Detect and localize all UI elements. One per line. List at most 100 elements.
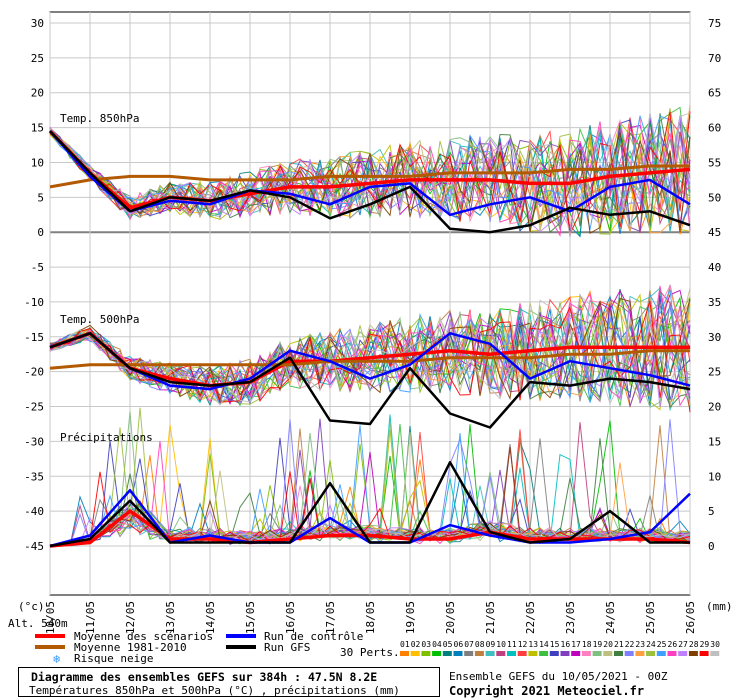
perturbation-number: 20 (603, 640, 613, 649)
perturbation-swatch (517, 651, 527, 656)
x-tick-date: 23/05 (564, 601, 577, 634)
axis-ticks: 302520151050-5-10-15-20-25-30-35-40-4575… (24, 17, 721, 634)
ensemble-member-line (49, 289, 691, 406)
perturbation-number: 12 (518, 640, 528, 649)
ensemble-run-info: Ensemble GEFS du 10/05/2021 - 00Z (449, 670, 668, 683)
perturbation-number: 14 (539, 640, 549, 649)
perturbation-swatch (400, 651, 409, 656)
y-tick-left: 15 (31, 122, 44, 135)
x-tick-date: 21/05 (484, 601, 497, 634)
ensemble-member-line (49, 105, 691, 234)
perturbation-swatch (442, 651, 452, 656)
perturbation-number: 10 (496, 640, 506, 649)
perturbation-swatch (539, 651, 549, 656)
y-tick-left: -35 (24, 470, 44, 483)
y-tick-left: -20 (24, 366, 44, 379)
perturbation-number: 08 (475, 640, 485, 649)
y-tick-right: 55 (708, 156, 721, 169)
perturbation-number: 24 (646, 640, 656, 649)
perturbation-number: 09 (486, 640, 496, 649)
y-tick-left: -15 (24, 331, 44, 344)
y-tick-left: 0 (37, 226, 44, 239)
x-tick-date: 11/05 (84, 601, 97, 634)
perturbation-swatch (678, 651, 688, 656)
ensemble-member-line (49, 304, 691, 403)
x-tick-date: 17/05 (324, 601, 337, 634)
y-tick-left: 10 (31, 156, 44, 169)
perturbation-swatch (699, 651, 709, 656)
series-line (49, 461, 690, 548)
perturbation-swatch (571, 651, 581, 656)
perturbation-swatch (603, 651, 613, 656)
y-tick-right: 20 (708, 401, 721, 414)
y-tick-right: 5 (708, 505, 715, 518)
perturbation-swatch (507, 651, 516, 656)
chart-title: Diagramme des ensembles GEFS sur 384h : … (31, 670, 378, 684)
x-tick-date: 26/05 (684, 601, 697, 634)
perturbation-swatch (485, 651, 495, 656)
y-tick-left: -10 (24, 296, 44, 309)
perturbation-swatch (592, 651, 602, 656)
series-line (49, 332, 691, 429)
x-tick-date: 13/05 (164, 601, 177, 634)
y-tick-right: 70 (708, 52, 721, 65)
x-tick-date: 16/05 (284, 601, 297, 634)
perturbation-number: 19 (593, 640, 603, 649)
x-tick-date: 22/05 (524, 601, 537, 634)
perturbation-number: 16 (561, 640, 571, 649)
y-tick-right: 40 (708, 261, 721, 274)
series-line (49, 349, 690, 370)
y-tick-right: 30 (708, 331, 721, 344)
perturbation-number: 02 (411, 640, 421, 649)
perturbation-number: 04 (432, 640, 442, 649)
x-tick-date: 14/05 (204, 601, 217, 634)
perturbation-number: 30 (710, 640, 720, 649)
ensemble-member-line (49, 300, 691, 413)
y-tick-left: -45 (24, 540, 44, 553)
legend-control-label: Run de contrôle (264, 630, 363, 643)
perturbation-swatch (410, 651, 420, 656)
y-tick-right: 15 (708, 435, 721, 448)
perturbation-number: 03 (421, 640, 431, 649)
x-tick-date: 18/05 (364, 601, 377, 634)
ensemble-member-line (49, 121, 691, 238)
y-tick-right: 50 (708, 191, 721, 204)
snowflake-icon: ❄ (53, 652, 60, 666)
perturbation-number: 11 (507, 640, 517, 649)
perturbation-swatch (496, 651, 506, 656)
chart-subtitle: Températures 850hPa et 500hPa (°C) , pré… (29, 684, 400, 697)
y-tick-right: 0 (708, 540, 715, 553)
perturbation-swatch (656, 651, 666, 656)
y-tick-right: 45 (708, 226, 721, 239)
y-tick-left: -40 (24, 505, 44, 518)
y-unit-left: (°c) (18, 600, 45, 613)
x-tick-date: 20/05 (444, 601, 457, 634)
altitude-label: Alt. 540m (8, 617, 68, 630)
series-line (49, 332, 691, 391)
perturbation-number: 18 (582, 640, 592, 649)
perturbation-number: 21 (614, 640, 624, 649)
y-tick-right: 60 (708, 122, 721, 135)
footer-box: Diagramme des ensembles GEFS sur 384h : … (18, 667, 440, 697)
perturbation-swatch (710, 651, 720, 656)
legend-gfs-label: Run GFS (264, 641, 310, 654)
legend-snow-label: Risque neige (74, 652, 153, 665)
y-tick-right: 75 (708, 17, 721, 30)
perturbation-swatch (624, 651, 634, 656)
x-tick-date: 19/05 (404, 601, 417, 634)
legend-clim-label: Moyenne 1981-2010 (74, 641, 187, 654)
main-series (48, 129, 691, 548)
x-tick-date: 25/05 (644, 601, 657, 634)
perturbation-swatch (528, 651, 538, 656)
x-tick-date: 12/05 (124, 601, 137, 634)
perturbation-number: 07 (464, 640, 474, 649)
ensemble-member-line (49, 294, 691, 406)
y-unit-right: (mm) (706, 600, 733, 613)
perturbation-swatch (464, 651, 474, 656)
y-tick-right: 10 (708, 470, 721, 483)
perturbation-swatch (667, 651, 677, 656)
y-tick-left: 25 (31, 52, 44, 65)
y-tick-left: 30 (31, 17, 44, 30)
x-tick-date: 24/05 (604, 601, 617, 634)
